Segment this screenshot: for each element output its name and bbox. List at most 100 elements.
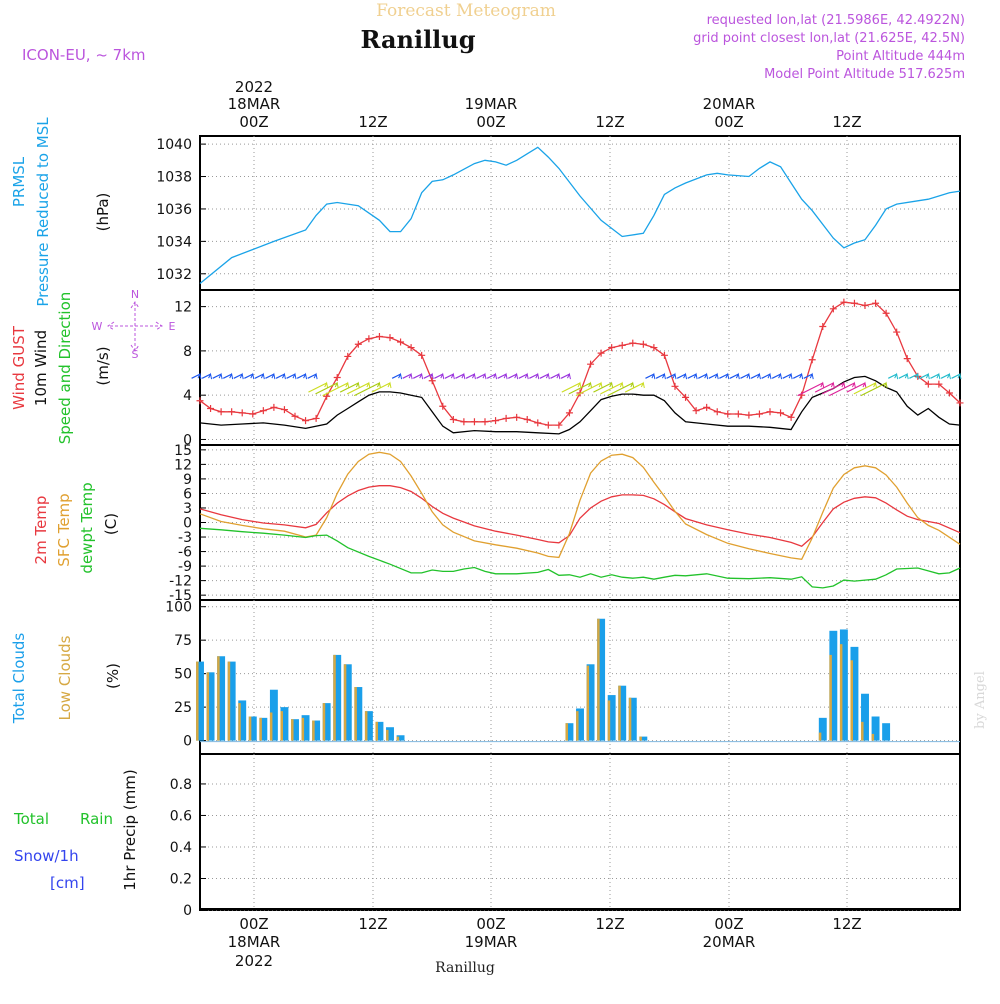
wind-barb <box>339 382 359 393</box>
low-clouds-label: Low Clouds <box>56 635 74 720</box>
gust-marker <box>534 419 542 427</box>
wind-ytick-label: 12 <box>174 300 192 316</box>
wind-barb-head <box>450 372 455 380</box>
wind-barb <box>814 382 834 393</box>
temperature-ytick-label: 3 <box>183 501 192 517</box>
wind-wind-gust-line <box>199 301 961 426</box>
point-altitude: Point Altitude 444m <box>836 49 965 64</box>
wind-barb <box>455 373 465 379</box>
wind-barb <box>853 382 876 395</box>
wind-barb <box>719 373 729 379</box>
gust-marker <box>660 351 668 359</box>
grid-point-coords: grid point closest lon,lat (21.625E, 42.… <box>693 31 965 46</box>
wind-barb-head <box>735 372 740 380</box>
wind-barb-head <box>904 372 909 380</box>
wind-barb-head <box>250 372 255 380</box>
low-cloud-bar <box>312 720 315 741</box>
wind-barb <box>307 373 317 379</box>
wind-barb-head <box>239 372 244 380</box>
footer-location: Ranillug <box>435 960 495 976</box>
wind-barb <box>444 373 454 379</box>
low-cloud-bar <box>259 717 262 741</box>
total-cloud-bar <box>301 715 310 741</box>
total-cloud-bar <box>248 716 257 741</box>
gust-marker <box>829 305 837 313</box>
clouds-panel: 0 25 50 75 100 <box>165 599 961 755</box>
wind-barb-head <box>746 372 751 380</box>
wind-barb-head <box>313 372 318 380</box>
wind-barb-head <box>355 381 360 389</box>
temperature-ytick-label: 9 <box>183 472 192 488</box>
temp-dewpt-label: dewpt Temp <box>78 482 96 573</box>
clouds-ytick-label: 25 <box>174 700 192 716</box>
wind-barb <box>860 382 887 397</box>
low-cloud-bar <box>354 687 357 741</box>
wind-unit-label: (m/s) <box>94 346 112 385</box>
low-cloud-bar <box>248 716 252 741</box>
gust-marker <box>945 389 953 397</box>
wind-barb-head <box>556 372 561 380</box>
wind-barb <box>803 373 813 379</box>
wind-barb <box>212 373 222 379</box>
wind-barb-head <box>429 372 434 380</box>
gust-marker <box>850 299 858 307</box>
gust-marker <box>671 382 679 390</box>
wind-barb <box>434 373 444 379</box>
wind-barb-head <box>197 372 202 380</box>
total-cloud-bar <box>882 723 891 741</box>
temperature-sfc-temp-line <box>199 451 961 561</box>
low-cloud-bar <box>618 685 621 741</box>
wind-barb-head <box>851 381 856 389</box>
wind-barb <box>919 373 929 379</box>
pressure-ytick-label: 1038 <box>156 170 192 186</box>
total-cloud-bar <box>576 708 584 741</box>
wind-barb-head <box>387 381 392 389</box>
gust-marker <box>460 418 468 426</box>
gust-marker <box>618 341 626 349</box>
top-hour-label: 12Z <box>832 113 861 131</box>
wind-barb-head <box>535 372 540 380</box>
gust-marker <box>565 409 573 417</box>
wind-barb <box>286 373 296 379</box>
wind-barb <box>887 373 897 379</box>
wind-gust-label: Wind GUST <box>10 325 28 410</box>
wind-barb-head <box>778 372 783 380</box>
low-cloud-bar <box>871 733 875 741</box>
gust-marker <box>217 408 225 416</box>
gust-marker <box>470 418 478 426</box>
gust-marker <box>703 403 711 411</box>
wind-barb <box>391 373 401 379</box>
gust-marker <box>882 309 890 317</box>
wind-barb <box>315 382 338 395</box>
total-cloud-bar <box>206 672 215 741</box>
gust-marker <box>492 417 500 425</box>
wind-barb-head <box>925 372 930 380</box>
total-cloud-bar <box>586 664 595 741</box>
wind-barb <box>265 373 275 379</box>
gust-marker <box>935 380 943 388</box>
temp-panel-labels: 2m Temp SFC Temp dewpt Temp (C) <box>32 482 120 573</box>
wind-barb <box>412 373 422 379</box>
total-cloud-bar <box>227 661 236 741</box>
wind-barb <box>821 382 845 395</box>
compass-south: S <box>132 348 139 361</box>
gust-marker <box>766 408 774 416</box>
wind-barb-head <box>936 372 941 380</box>
total-cloud-bar <box>322 703 331 741</box>
gust-marker <box>397 338 405 346</box>
gust-marker <box>734 410 742 418</box>
wind-barb-head <box>693 372 698 380</box>
low-cloud-bar <box>576 711 579 741</box>
bottom-hour-label: 00Z <box>239 915 268 933</box>
wind-barb-head <box>482 372 487 380</box>
wind-barb-head <box>841 381 846 389</box>
chart-panels: 103210341036103810400481215129630-3-6-9-… <box>156 135 964 919</box>
gust-marker <box>280 406 288 414</box>
wind-barb-head <box>883 381 888 389</box>
gust-marker <box>502 414 510 422</box>
wind-barb-head <box>820 381 825 389</box>
wind-barb-head <box>260 372 265 380</box>
wind-barb-head <box>598 381 603 389</box>
low-cloud-bar <box>291 719 294 741</box>
